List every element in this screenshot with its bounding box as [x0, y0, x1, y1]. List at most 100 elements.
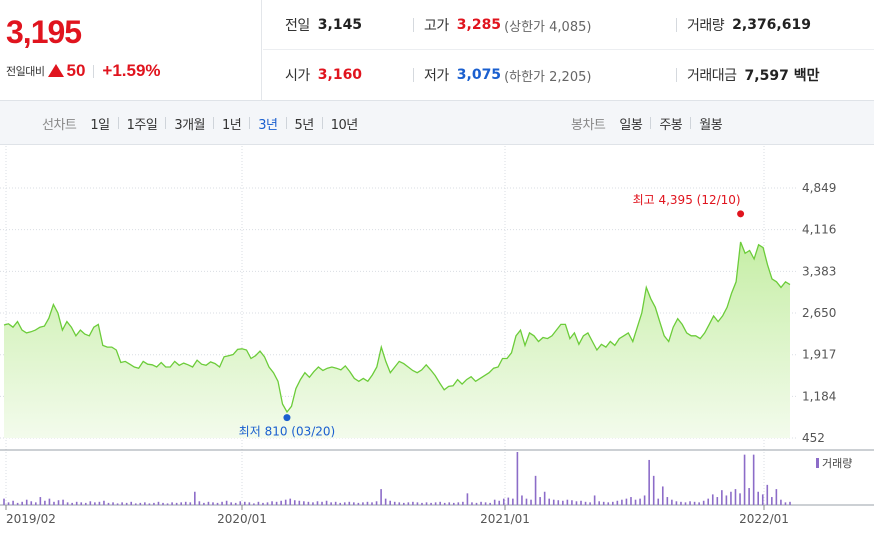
volume-bar	[443, 502, 446, 505]
volume-bar	[334, 501, 337, 505]
period-tab-5[interactable]: 5년	[294, 117, 315, 133]
volume-bar	[789, 501, 791, 505]
volume-cell: 거래량 2,376,619	[676, 0, 811, 50]
volume-bar	[357, 502, 360, 505]
volume-bar	[298, 500, 301, 505]
volume-bar	[48, 498, 51, 505]
volume-bar	[312, 502, 314, 505]
volume-value: 2,376,619	[732, 17, 811, 33]
volume-bar	[421, 502, 423, 505]
divider	[249, 117, 251, 129]
current-price-box: 3,195 전일대비 50 +1.59%	[0, 0, 262, 101]
volume-bar	[530, 499, 532, 505]
change-value: 50	[66, 61, 86, 80]
volume-bar	[375, 501, 378, 505]
volume-bar	[75, 501, 78, 505]
volume-bar	[262, 502, 264, 505]
volume-bar	[412, 501, 414, 505]
volume-legend-swatch	[816, 458, 819, 468]
volume-bar	[353, 502, 355, 505]
period-tab-6[interactable]: 10년	[330, 117, 359, 133]
period-tab-3[interactable]: 1년	[222, 117, 242, 133]
volume-bar	[652, 475, 655, 505]
candle-chart-options: 봉차트 일봉 주봉 월봉	[571, 101, 723, 145]
volume-bar	[466, 493, 469, 505]
volume-bar	[266, 502, 269, 505]
volume-bar	[171, 502, 173, 505]
x-tick-label: 2019/02	[6, 512, 56, 526]
volume-bar	[493, 499, 496, 505]
volume-bar	[89, 501, 92, 505]
divider	[690, 117, 692, 129]
volume-bar	[780, 499, 782, 505]
volume-bar	[534, 475, 537, 505]
volume-bar	[239, 501, 242, 505]
volume-bar	[7, 502, 10, 505]
period-tab-1[interactable]: 1주일	[126, 117, 158, 133]
volume-bar	[162, 502, 164, 505]
volume-bar	[739, 493, 741, 505]
volume-bar	[621, 499, 623, 505]
volume-bar	[721, 490, 723, 505]
line-chart-periods: 선차트 1일 1주일 3개월 1년 3년 5년 10년	[42, 101, 358, 145]
volume-bar	[125, 502, 128, 505]
volume-bar	[507, 497, 510, 505]
volume-bar	[757, 491, 759, 505]
volume-bar	[194, 491, 196, 505]
volume-bar	[671, 499, 673, 505]
candle-chart-title: 봉차트	[571, 117, 606, 133]
volume-bar	[16, 502, 19, 505]
x-tick-label: 2020/01	[217, 512, 267, 526]
trade-value-label: 거래대금	[687, 68, 737, 84]
volume-bar	[248, 502, 251, 505]
volume-bar	[448, 502, 451, 505]
period-tab-2[interactable]: 3개월	[174, 117, 206, 133]
volume-bar	[598, 501, 600, 505]
volume-bar	[698, 502, 700, 505]
volume-bar	[784, 502, 787, 505]
volume-bar	[289, 498, 292, 505]
candle-tab-1[interactable]: 주봉	[659, 117, 683, 133]
volume-bar	[457, 502, 460, 505]
volume-bar	[571, 500, 573, 505]
volume-bar	[243, 501, 246, 505]
divider	[93, 64, 95, 78]
y-tick-label: 2,650	[802, 306, 836, 320]
period-tab-4[interactable]: 3년	[258, 117, 278, 133]
high-cell: 고가 3,285 (상한가 4,085)	[413, 0, 591, 50]
stat-row-1: 전일 3,145 고가 3,285 (상한가 4,085) 거래량 2,376,…	[263, 0, 874, 50]
volume-bar	[593, 495, 596, 505]
chart-toolbar: 선차트 1일 1주일 3개월 1년 3년 5년 10년 봉차트 일봉 주봉 월봉	[0, 101, 874, 145]
prev-close-label: 전일	[285, 18, 310, 34]
volume-bar	[198, 501, 201, 505]
candle-tab-0[interactable]: 일봉	[619, 117, 643, 133]
volume-bar	[502, 498, 505, 505]
volume-legend-label: 거래량	[822, 457, 852, 470]
volume-bar	[284, 499, 287, 505]
volume-bar	[3, 498, 5, 505]
volume-bar	[98, 501, 101, 505]
volume-bar	[203, 502, 205, 505]
volume-bar	[366, 501, 369, 505]
volume-bar	[689, 501, 691, 505]
volume-bar	[57, 500, 60, 505]
period-tab-0[interactable]: 1일	[90, 117, 110, 133]
volume-bar	[666, 497, 669, 505]
volume-bar	[711, 494, 714, 505]
volume-bar	[184, 501, 187, 505]
candle-tab-2[interactable]: 월봉	[699, 117, 723, 133]
volume-bar	[134, 503, 137, 505]
divider	[650, 117, 652, 129]
volume-bar	[657, 498, 660, 505]
volume-bar	[53, 501, 55, 505]
volume-bar	[516, 452, 519, 505]
volume-bar	[693, 501, 696, 505]
volume-bar	[389, 500, 391, 505]
volume-bar	[44, 500, 46, 505]
high-marker	[737, 210, 745, 218]
volume-bar	[66, 502, 69, 505]
volume-bar	[293, 500, 296, 505]
volume-bar	[630, 497, 632, 505]
volume-bar	[130, 501, 133, 505]
